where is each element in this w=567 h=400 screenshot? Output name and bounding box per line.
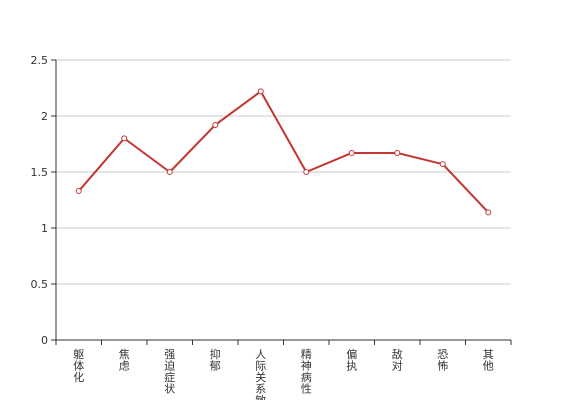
y-tick-label: 1.5 — [31, 166, 49, 179]
axes — [51, 59, 512, 345]
x-tick-label: 焦虑 — [119, 348, 130, 373]
x-tick-label: 强迫症状 — [164, 348, 175, 396]
x-tick-label: 躯体化 — [73, 348, 84, 384]
grid-lines — [56, 59, 511, 285]
data-point[interactable] — [439, 161, 446, 168]
x-tick-label: 抑郁 — [210, 347, 221, 373]
y-tick-label: 0 — [41, 334, 48, 347]
data-point[interactable] — [394, 149, 401, 156]
x-tick-label: 恐怖 — [437, 348, 448, 373]
data-point[interactable] — [485, 209, 492, 216]
series-line — [77, 90, 489, 214]
data-point[interactable] — [166, 169, 173, 175]
data-point[interactable] — [121, 135, 128, 142]
data-point[interactable] — [75, 188, 82, 195]
y-tick-label: 2 — [41, 110, 48, 123]
y-tick-label: 1 — [41, 222, 48, 235]
data-point[interactable] — [212, 121, 219, 128]
x-tick-label: 其他 — [483, 348, 494, 373]
x-tick-label: 人际关系敏感 — [255, 348, 266, 400]
y-tick-label: 0.5 — [31, 278, 49, 291]
x-tick-label: 精神病性 — [301, 348, 312, 396]
x-tick-label: 偏执 — [346, 347, 357, 373]
x-tick-labels: 躯体化 焦虑 强迫症状 抑郁 人际关系敏感 精神病性 偏执 敌对 恐怖 其他 — [73, 347, 494, 400]
data-point[interactable] — [303, 169, 310, 175]
data-point[interactable] — [257, 88, 264, 95]
data-series — [75, 88, 492, 216]
x-tick-label: 敌对 — [392, 347, 403, 373]
y-tick-labels: 0 0.5 1 1.5 2 2.5 — [31, 54, 49, 347]
y-tick-label: 2.5 — [31, 54, 49, 67]
data-point[interactable] — [348, 149, 355, 156]
